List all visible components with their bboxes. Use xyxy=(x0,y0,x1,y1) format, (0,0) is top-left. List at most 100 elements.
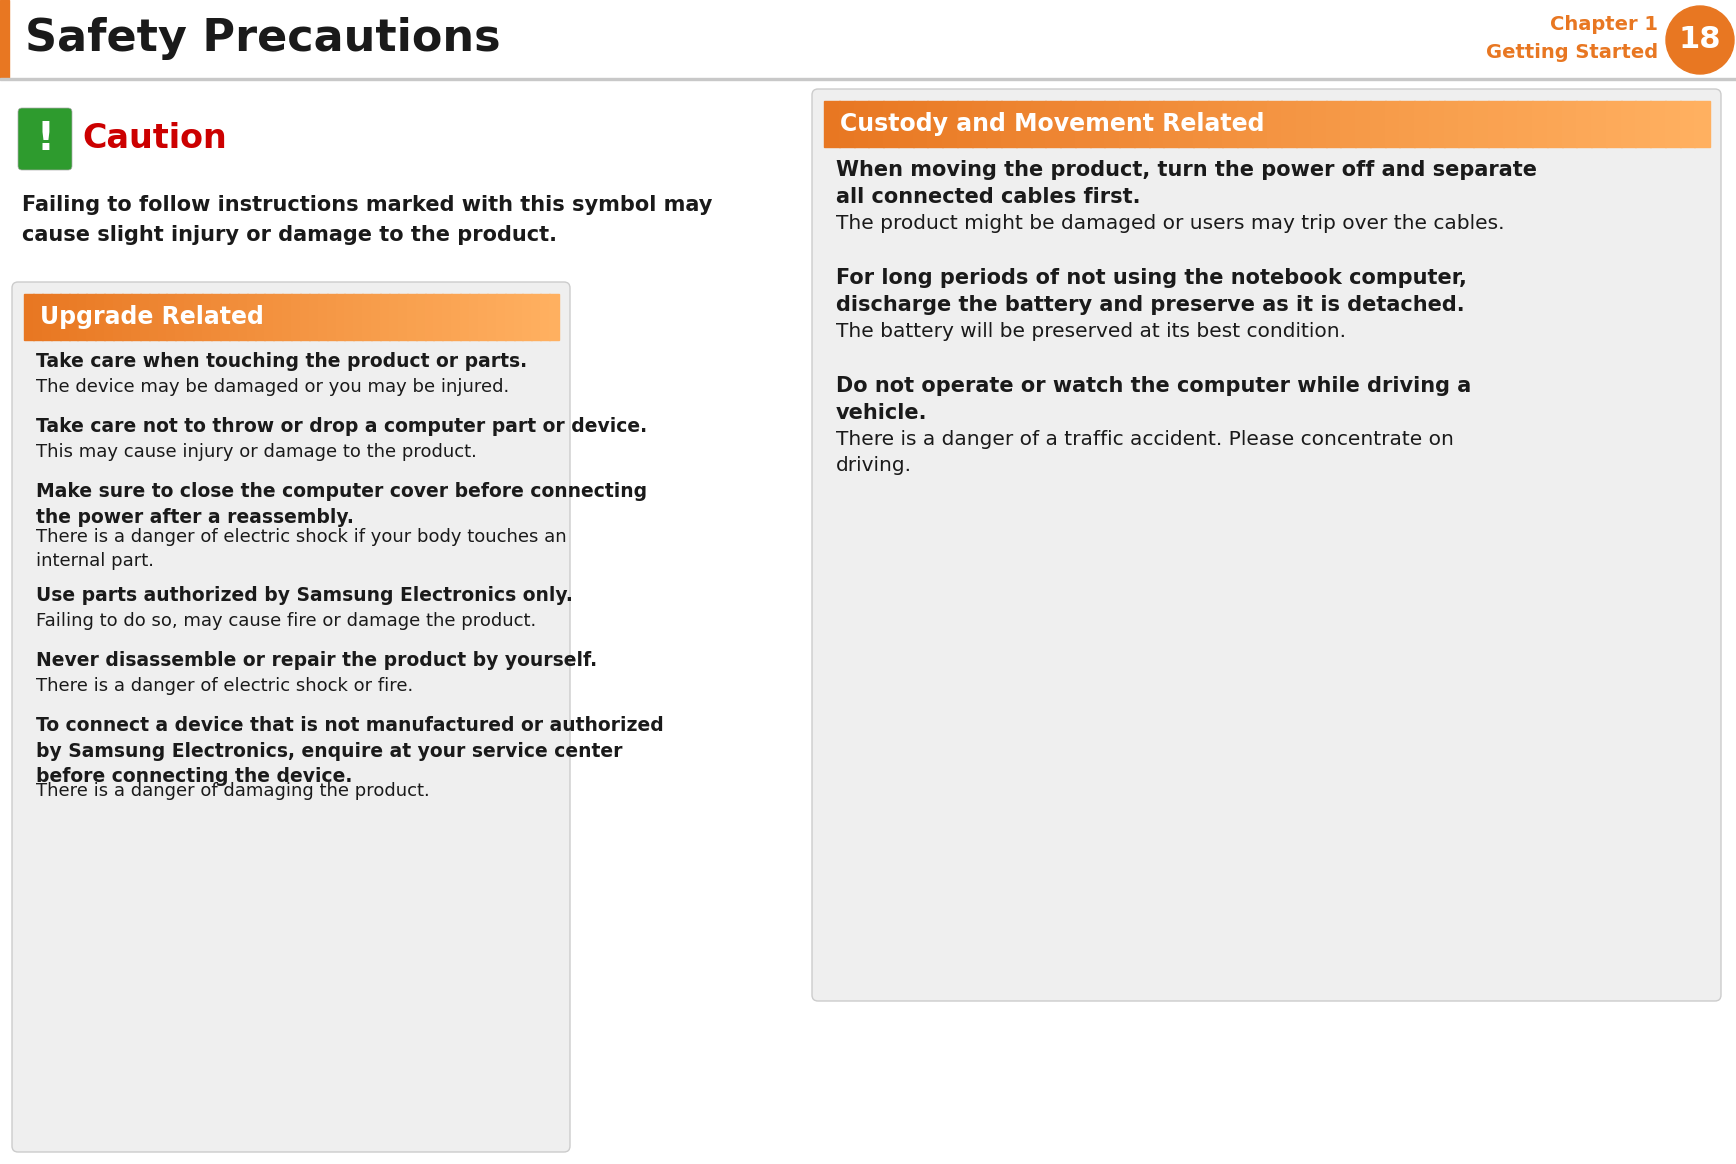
Bar xyxy=(184,294,194,340)
Bar xyxy=(1222,101,1238,147)
Bar xyxy=(1238,101,1253,147)
Bar xyxy=(42,294,52,340)
Bar xyxy=(1517,101,1533,147)
Text: Safety Precautions: Safety Precautions xyxy=(24,17,500,61)
Bar xyxy=(149,294,158,340)
Bar xyxy=(1311,101,1326,147)
Bar xyxy=(344,294,354,340)
Bar xyxy=(0,78,1736,80)
Bar xyxy=(264,294,274,340)
Bar xyxy=(247,294,257,340)
Bar xyxy=(1163,101,1179,147)
Bar xyxy=(1606,101,1621,147)
Bar xyxy=(255,294,266,340)
Text: Custody and Movement Related: Custody and Movement Related xyxy=(840,112,1264,136)
Bar xyxy=(1134,101,1149,147)
Text: Failing to follow instructions marked with this symbol may
cause slight injury o: Failing to follow instructions marked wi… xyxy=(23,196,712,244)
Bar xyxy=(868,101,884,147)
Bar xyxy=(972,101,988,147)
Bar xyxy=(229,294,238,340)
Bar xyxy=(300,294,309,340)
Bar xyxy=(326,294,337,340)
Bar xyxy=(1429,101,1444,147)
Bar xyxy=(1458,101,1474,147)
Text: For long periods of not using the notebook computer,
discharge the battery and p: For long periods of not using the notebo… xyxy=(837,268,1467,315)
Bar xyxy=(1297,101,1312,147)
Bar xyxy=(193,294,203,340)
Bar xyxy=(540,294,550,340)
Bar xyxy=(1444,101,1460,147)
Text: When moving the product, turn the power off and separate
all connected cables fi: When moving the product, turn the power … xyxy=(837,159,1536,207)
Bar xyxy=(309,294,319,340)
Bar xyxy=(1340,101,1356,147)
Bar xyxy=(1561,101,1578,147)
Bar xyxy=(1370,101,1385,147)
Text: The battery will be preserved at its best condition.: The battery will be preserved at its bes… xyxy=(837,322,1345,341)
Bar xyxy=(1031,101,1047,147)
Text: There is a danger of damaging the product.: There is a danger of damaging the produc… xyxy=(36,782,431,800)
Bar xyxy=(1620,101,1637,147)
Bar xyxy=(1502,101,1519,147)
Bar xyxy=(1208,101,1224,147)
Bar xyxy=(50,294,61,340)
Text: Make sure to close the computer cover before connecting
the power after a reasse: Make sure to close the computer cover be… xyxy=(36,482,648,527)
Bar xyxy=(167,294,177,340)
Bar xyxy=(854,101,870,147)
Bar xyxy=(1531,101,1549,147)
Text: The product might be damaged or users may trip over the cables.: The product might be damaged or users ma… xyxy=(837,214,1505,233)
Bar xyxy=(486,294,496,340)
Bar xyxy=(1104,101,1120,147)
Bar xyxy=(1415,101,1430,147)
Bar xyxy=(380,294,391,340)
Bar xyxy=(1326,101,1342,147)
Bar xyxy=(1075,101,1090,147)
Bar xyxy=(1267,101,1283,147)
Bar xyxy=(1002,101,1017,147)
Bar xyxy=(838,101,854,147)
Bar xyxy=(957,101,972,147)
Text: !: ! xyxy=(36,120,54,158)
Bar xyxy=(1399,101,1415,147)
Bar xyxy=(389,294,399,340)
Bar xyxy=(104,294,115,340)
Bar xyxy=(354,294,363,340)
Bar xyxy=(1385,101,1401,147)
Bar xyxy=(68,294,78,340)
Bar xyxy=(1488,101,1503,147)
Bar xyxy=(130,294,141,340)
Bar xyxy=(884,101,899,147)
Text: Upgrade Related: Upgrade Related xyxy=(40,305,264,329)
Text: To connect a device that is not manufactured or authorized
by Samsung Electronic: To connect a device that is not manufact… xyxy=(36,716,663,787)
Bar xyxy=(363,294,372,340)
Text: There is a danger of electric shock if your body touches an
internal part.: There is a danger of electric shock if y… xyxy=(36,528,566,570)
Bar xyxy=(24,294,35,340)
Bar xyxy=(1356,101,1371,147)
Bar xyxy=(210,294,220,340)
Text: 18: 18 xyxy=(1679,26,1722,55)
Text: Failing to do so, may cause fire or damage the product.: Failing to do so, may cause fire or dama… xyxy=(36,612,536,630)
Text: There is a danger of a traffic accident. Please concentrate on
driving.: There is a danger of a traffic accident.… xyxy=(837,430,1453,475)
Bar xyxy=(1649,101,1667,147)
Text: Getting Started: Getting Started xyxy=(1486,43,1658,62)
Bar xyxy=(95,294,106,340)
Bar xyxy=(531,294,542,340)
Bar xyxy=(523,294,533,340)
Bar xyxy=(1590,101,1608,147)
Bar xyxy=(398,294,408,340)
Bar xyxy=(175,294,186,340)
Text: Chapter 1: Chapter 1 xyxy=(1550,15,1658,35)
Bar xyxy=(238,294,248,340)
Bar xyxy=(1061,101,1076,147)
Bar xyxy=(825,101,840,147)
Bar xyxy=(415,294,425,340)
Text: Take care not to throw or drop a computer part or device.: Take care not to throw or drop a compute… xyxy=(36,417,648,436)
Bar xyxy=(201,294,212,340)
Bar xyxy=(122,294,132,340)
Bar xyxy=(434,294,443,340)
Bar xyxy=(78,294,87,340)
Bar xyxy=(425,294,434,340)
Bar xyxy=(460,294,470,340)
Bar xyxy=(1016,101,1031,147)
Bar xyxy=(898,101,913,147)
Bar xyxy=(406,294,417,340)
